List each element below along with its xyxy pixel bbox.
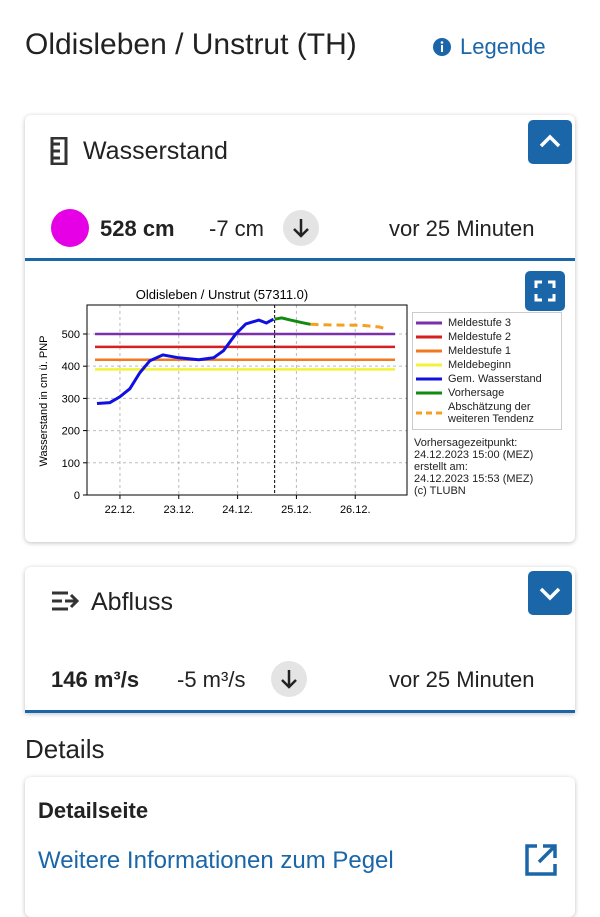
fullscreen-button[interactable] bbox=[525, 271, 565, 311]
legend-entry: Meldestufe 2 bbox=[413, 331, 561, 343]
legend-swatch bbox=[416, 411, 442, 415]
flow-icon bbox=[52, 591, 79, 611]
card-title: Detailseite bbox=[38, 798, 149, 823]
card-title: Wasserstand bbox=[83, 137, 228, 165]
y-axis-label: Wasserstand in cm ü. PNP bbox=[38, 335, 50, 466]
chart-note: 24.12.2023 15:53 (MEZ) bbox=[414, 473, 534, 485]
collapse-button[interactable] bbox=[528, 120, 572, 164]
y-tick-label: 300 bbox=[62, 393, 80, 405]
chart-note: Vorhersagezeitpunkt: bbox=[414, 437, 518, 449]
legend-label: Meldestufe 3 bbox=[448, 317, 511, 329]
info-icon bbox=[433, 38, 451, 56]
chart-title: Oldisleben / Unstrut (57311.0) bbox=[136, 287, 308, 302]
legend-label: Abschätzung der weiteren Tendenz bbox=[448, 401, 535, 425]
current-value: 528 cm bbox=[100, 216, 175, 241]
legend-label: Meldebeginn bbox=[448, 359, 511, 371]
chart: Oldisleben / Unstrut (57311.0) Wassersta… bbox=[38, 287, 408, 516]
ruler-icon bbox=[50, 137, 68, 165]
y-tick-label: 400 bbox=[62, 361, 80, 373]
x-tick-label: 26.12. bbox=[340, 504, 371, 516]
trend-arrow bbox=[271, 661, 307, 697]
trend-arrow bbox=[283, 210, 319, 246]
chart-legend: Meldestufe 3 Meldestufe 2 Meldestufe 1 Meld… bbox=[412, 312, 562, 430]
status-dot bbox=[51, 209, 89, 247]
legend-swatch bbox=[416, 377, 442, 381]
legend-swatch bbox=[416, 335, 442, 339]
change-value: -5 m³/s bbox=[177, 667, 246, 692]
change-value: -7 cm bbox=[209, 216, 264, 241]
series-line bbox=[96, 317, 275, 405]
details-card bbox=[25, 777, 575, 917]
legend-label: Gem. Wasserstand bbox=[448, 373, 542, 385]
plot-frame bbox=[86, 304, 408, 496]
section-heading: Details bbox=[25, 734, 105, 764]
legend-label: Vorhersage bbox=[448, 387, 505, 399]
legend-label: Meldestufe 2 bbox=[448, 331, 511, 343]
x-tick-label: 22.12. bbox=[105, 504, 136, 516]
update-time: vor 25 Minuten bbox=[389, 216, 535, 241]
y-tick-label: 0 bbox=[74, 490, 80, 502]
series-line bbox=[274, 316, 311, 326]
external-link-icon bbox=[525, 844, 557, 876]
y-tick-label: 200 bbox=[62, 426, 80, 438]
legend-label: Meldestufe 1 bbox=[448, 345, 511, 357]
legend-entry: Vorhersage bbox=[413, 387, 561, 399]
series-line bbox=[310, 322, 388, 331]
legend-swatch bbox=[416, 349, 442, 353]
update-time: vor 25 Minuten bbox=[389, 667, 535, 692]
chart-note: erstellt am: bbox=[414, 461, 468, 473]
details-link[interactable]: Weitere Informationen zum Pegel bbox=[38, 847, 394, 874]
page-title: Oldisleben / Unstrut (TH) bbox=[25, 28, 357, 61]
legend-entry: Abschätzung der weiteren Tendenz bbox=[413, 401, 561, 425]
legend-swatch bbox=[416, 363, 442, 367]
x-tick-label: 25.12. bbox=[281, 504, 312, 516]
legend-link[interactable]: Legende bbox=[432, 34, 546, 60]
chart-notes: Vorhersagezeitpunkt: 24.12.2023 15:00 (ME… bbox=[414, 437, 533, 497]
chart-note: 24.12.2023 15:00 (MEZ) bbox=[414, 449, 534, 461]
legend-entry: Meldestufe 3 bbox=[413, 317, 561, 329]
y-tick-label: 500 bbox=[62, 329, 80, 341]
x-tick-label: 24.12. bbox=[222, 504, 253, 516]
legend-swatch bbox=[416, 391, 442, 395]
current-value: 146 m³/s bbox=[51, 667, 140, 692]
legend-link-text: Legende bbox=[460, 34, 546, 59]
legend-entry: Meldebeginn bbox=[413, 359, 561, 371]
legend-swatch bbox=[416, 321, 442, 325]
card-title: Abfluss bbox=[91, 588, 173, 616]
x-tick-label: 23.12. bbox=[163, 504, 194, 516]
expand-button[interactable] bbox=[528, 571, 572, 615]
legend-entry: Meldestufe 1 bbox=[413, 345, 561, 357]
y-tick-label: 100 bbox=[62, 458, 80, 470]
divider bbox=[25, 258, 575, 261]
legend-entry: Gem. Wasserstand bbox=[413, 373, 561, 385]
chart-note: (c) TLUBN bbox=[414, 485, 466, 497]
